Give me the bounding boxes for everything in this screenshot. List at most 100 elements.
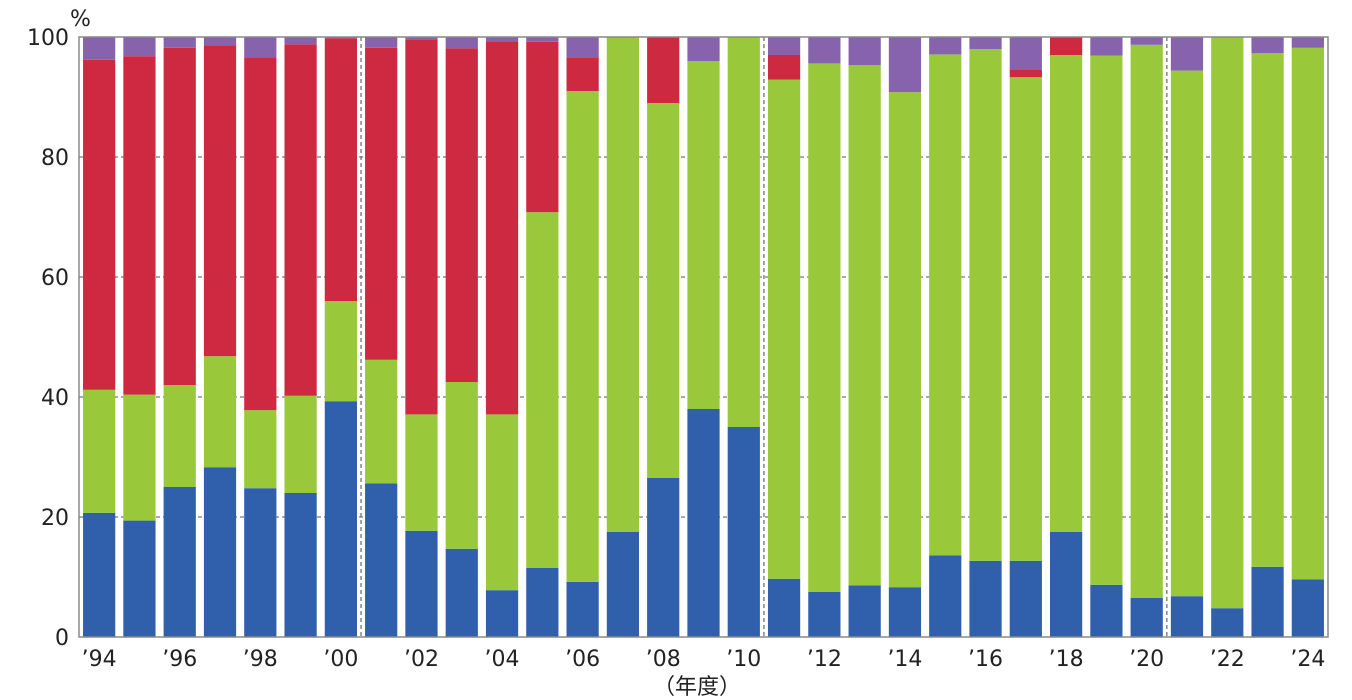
bar-segment-2002-s1 <box>405 530 438 637</box>
x-tick-label: ’12 <box>807 647 842 672</box>
x-tick-label: ’22 <box>1210 647 1245 672</box>
bar-segment-2006-s2 <box>566 91 599 582</box>
bar-segment-2007-s2 <box>606 37 640 532</box>
bar-segment-1996-s2 <box>163 385 196 487</box>
bar-segment-1997-s3 <box>203 45 237 357</box>
x-axis-label: （年度） <box>653 675 741 700</box>
bar-segment-2013-s4 <box>848 37 881 66</box>
bar-segment-2010-s1 <box>727 427 760 637</box>
bar-segment-1996-s1 <box>163 487 196 637</box>
x-tick-label: ’04 <box>485 647 520 672</box>
plot-frame <box>78 36 1329 638</box>
bar-segment-2004-s4 <box>485 37 519 42</box>
bar-segment-2024-s2 <box>1291 47 1324 580</box>
bar-segment-2011-s4 <box>767 37 801 55</box>
bar-segment-2015-s4 <box>929 37 962 55</box>
bar-segment-1995-s2 <box>123 394 156 521</box>
x-tick-label: ’18 <box>1049 647 1084 672</box>
bar-segment-2013-s2 <box>848 65 881 586</box>
bar-segment-2005-s2 <box>526 212 559 568</box>
bar-segment-2008-s2 <box>647 103 680 478</box>
bar-segment-2017-s4 <box>1009 37 1042 70</box>
x-tick-label: ’98 <box>243 647 278 672</box>
bar-segment-2021-s4 <box>1170 37 1204 71</box>
x-tick-label: ’06 <box>565 647 600 672</box>
bar-segment-2004-s2 <box>485 414 519 591</box>
bar-segment-2014-s1 <box>888 587 922 637</box>
x-tick-label: ’14 <box>887 647 922 672</box>
bar-segment-2001-s2 <box>365 359 398 484</box>
bars <box>83 37 1324 637</box>
bar-segment-2012-s1 <box>808 592 841 637</box>
bar-segment-1996-s4 <box>163 37 196 48</box>
bar-segment-2021-s1 <box>1170 596 1204 637</box>
bar-segment-2022-s1 <box>1211 608 1244 637</box>
bar-segment-2024-s1 <box>1291 579 1324 637</box>
bar-segment-2020-s2 <box>1130 44 1163 599</box>
bar-segment-2001-s4 <box>365 37 398 48</box>
bar-segment-2019-s4 <box>1090 37 1123 56</box>
bar-segment-2001-s1 <box>365 483 398 637</box>
bar-segment-2001-s3 <box>365 47 398 360</box>
x-tick-label: ’00 <box>323 647 358 672</box>
bar-segment-1998-s3 <box>244 57 277 411</box>
bar-segment-2008-s3 <box>647 37 680 103</box>
bar-segment-2017-s2 <box>1009 77 1042 561</box>
bar-segment-2018-s2 <box>1049 55 1083 532</box>
x-tick-label: ’10 <box>726 647 761 672</box>
bar-segment-2017-s1 <box>1009 560 1042 637</box>
y-unit-label: % <box>70 7 91 32</box>
y-tick-label: 0 <box>55 626 69 651</box>
bar-segment-1994-s1 <box>83 512 116 637</box>
bar-segment-2008-s1 <box>647 478 680 637</box>
period-dividers <box>360 37 1168 637</box>
bar-segment-2003-s2 <box>445 382 478 549</box>
bar-segment-2012-s2 <box>808 63 841 592</box>
bar-segment-1999-s3 <box>284 44 317 396</box>
y-tick-label: 20 <box>41 506 69 531</box>
x-tick-label: ’08 <box>646 647 681 672</box>
bar-segment-1994-s3 <box>83 59 116 390</box>
x-tick-label: ’16 <box>968 647 1003 672</box>
bar-segment-1995-s3 <box>123 56 156 395</box>
bar-segment-2000-s2 <box>324 301 358 402</box>
bar-segment-2006-s1 <box>566 581 599 637</box>
bar-segment-1999-s1 <box>284 493 317 637</box>
bar-segment-2003-s4 <box>445 37 478 49</box>
bar-segment-2000-s3 <box>324 38 358 301</box>
bar-segment-2011-s3 <box>767 55 801 80</box>
bar-segment-1994-s2 <box>83 389 116 513</box>
bar-segment-1995-s4 <box>123 37 156 57</box>
bar-segment-2016-s4 <box>969 37 1002 49</box>
bar-segment-1999-s2 <box>284 395 317 493</box>
bar-segment-2002-s2 <box>405 414 438 531</box>
bar-segment-1997-s1 <box>203 467 237 637</box>
bar-segment-2007-s1 <box>606 532 640 637</box>
bar-segment-2024-s4 <box>1291 37 1324 48</box>
y-axis-ticks: 0 20 40 60 80 100 <box>27 26 69 651</box>
bar-segment-2012-s4 <box>808 37 841 64</box>
bar-segment-2022-s2 <box>1211 37 1244 609</box>
bar-segment-2019-s1 <box>1090 584 1123 637</box>
x-tick-label: ’96 <box>162 647 197 672</box>
bar-segment-2016-s2 <box>969 49 1002 561</box>
bar-segment-1994-s4 <box>83 37 116 60</box>
y-tick-label: 100 <box>27 26 69 51</box>
bar-segment-2023-s2 <box>1251 53 1284 567</box>
bar-segment-2002-s4 <box>405 37 438 40</box>
bar-segment-2004-s3 <box>485 41 519 415</box>
bar-segment-1998-s4 <box>244 37 277 58</box>
bar-segment-1998-s2 <box>244 410 277 489</box>
bar-segment-2021-s2 <box>1170 70 1204 597</box>
y-tick-label: 60 <box>41 266 69 291</box>
bar-segment-1997-s2 <box>203 356 237 468</box>
bar-segment-2011-s1 <box>767 578 801 637</box>
x-tick-label: ’24 <box>1290 647 1325 672</box>
bar-segment-2009-s2 <box>687 61 720 409</box>
bar-segment-2015-s2 <box>929 54 962 556</box>
bar-segment-1997-s4 <box>203 37 237 46</box>
bar-segment-2003-s3 <box>445 48 478 383</box>
bar-segment-1996-s3 <box>163 47 196 386</box>
bar-segment-2011-s2 <box>767 79 801 579</box>
